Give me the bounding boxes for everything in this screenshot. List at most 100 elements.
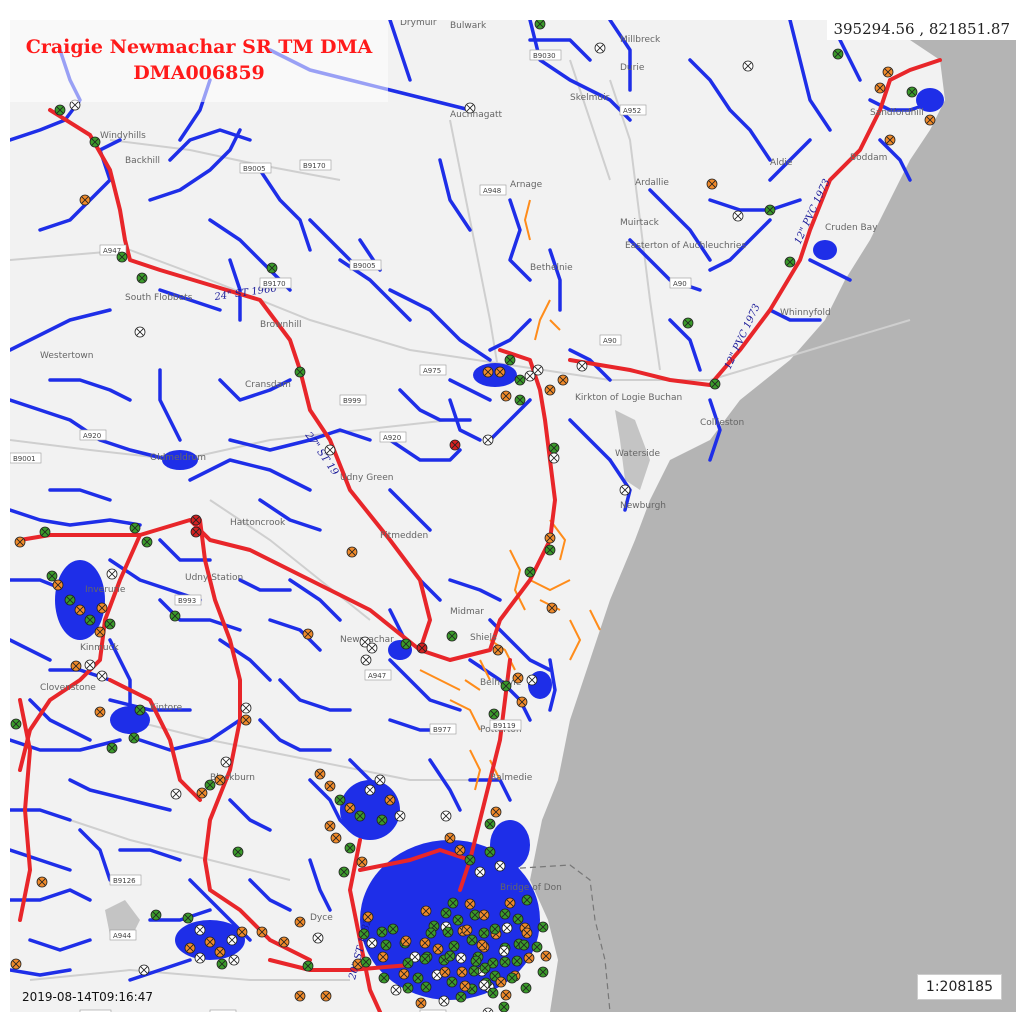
valve-green[interactable] [116,251,128,263]
valve-green[interactable] [141,536,153,548]
valve-orange[interactable] [512,672,524,684]
valve-orange[interactable] [544,532,556,544]
valve-white[interactable] [134,326,146,338]
valve-green[interactable] [537,966,549,978]
valve-green[interactable] [520,982,532,994]
valve-green[interactable] [232,846,244,858]
valve-orange[interactable] [324,820,336,832]
valve-green[interactable] [470,955,482,967]
valve-green[interactable] [444,950,456,962]
valve-green[interactable] [446,976,458,988]
valve-green[interactable] [504,354,516,366]
valve-orange[interactable] [96,602,108,614]
valve-orange[interactable] [482,366,494,378]
valve-orange[interactable] [706,178,718,190]
valve-green[interactable] [412,972,424,984]
valve-white[interactable] [742,60,754,72]
valve-white[interactable] [240,702,252,714]
valve-green[interactable] [294,366,306,378]
valve-orange[interactable] [352,958,364,970]
valve-white[interactable] [220,756,232,768]
valve-green[interactable] [182,912,194,924]
valve-orange[interactable] [330,832,342,844]
valve-orange[interactable] [494,366,506,378]
valve-green[interactable] [442,926,454,938]
valve-green[interactable] [419,953,431,965]
valve-green[interactable] [464,854,476,866]
valve-orange[interactable] [464,898,476,910]
valve-green[interactable] [487,957,499,969]
valve-orange[interactable] [523,952,535,964]
valve-green[interactable] [169,610,181,622]
valve-white[interactable] [576,360,588,372]
valve-green[interactable] [478,927,490,939]
valve-white[interactable] [394,810,406,822]
valve-green[interactable] [479,962,491,974]
valve-green[interactable] [448,940,460,952]
valve-green[interactable] [487,987,499,999]
valve-orange[interactable] [884,134,896,146]
valve-orange[interactable] [461,924,473,936]
valve-orange[interactable] [79,194,91,206]
valve-green[interactable] [466,934,478,946]
valve-orange[interactable] [490,806,502,818]
valve-orange[interactable] [320,990,332,1002]
valve-red[interactable] [190,526,202,538]
valve-green[interactable] [54,104,66,116]
valve-green[interactable] [488,708,500,720]
valve-white[interactable] [324,444,336,456]
valve-orange[interactable] [74,604,86,616]
valve-orange[interactable] [10,958,22,970]
valve-orange[interactable] [314,768,326,780]
valve-green[interactable] [534,20,546,30]
valve-orange[interactable] [356,856,368,868]
valve-white[interactable] [366,642,378,654]
valve-white[interactable] [482,1007,494,1012]
valve-orange[interactable] [500,390,512,402]
valve-green[interactable] [784,256,796,268]
valve-orange[interactable] [432,943,444,955]
valve-green[interactable] [216,958,228,970]
valve-red[interactable] [416,642,428,654]
valve-white[interactable] [548,452,560,464]
valve-orange[interactable] [346,546,358,558]
valve-orange[interactable] [184,942,196,954]
valve-green[interactable] [514,374,526,386]
valve-orange[interactable] [214,774,226,786]
valve-green[interactable] [106,742,118,754]
valve-red[interactable] [190,514,202,526]
valve-orange[interactable] [439,966,451,978]
valve-orange[interactable] [444,832,456,844]
valve-green[interactable] [498,1001,510,1012]
valve-orange[interactable] [362,911,374,923]
valve-green[interactable] [511,955,523,967]
valve-orange[interactable] [540,950,552,962]
valve-green[interactable] [484,818,496,830]
valve-orange[interactable] [544,384,556,396]
valve-green[interactable] [709,378,721,390]
valve-orange[interactable] [456,966,468,978]
valve-orange[interactable] [504,897,516,909]
valve-green[interactable] [150,909,162,921]
valve-orange[interactable] [240,714,252,726]
valve-green[interactable] [358,928,370,940]
valve-orange[interactable] [500,989,512,1001]
valve-green[interactable] [446,630,458,642]
valve-green[interactable] [39,526,51,538]
valve-orange[interactable] [294,916,306,928]
valve-white[interactable] [312,932,324,944]
valve-green[interactable] [906,86,918,98]
valve-orange[interactable] [398,968,410,980]
valve-green[interactable] [360,956,372,968]
valve-green[interactable] [484,846,496,858]
valve-white[interactable] [594,42,606,54]
valve-white[interactable] [390,984,402,996]
map-canvas[interactable]: 24" ST 1966 27" ST 19 12" PVC 1973 12" P… [10,20,1016,1012]
valve-green[interactable] [266,262,278,274]
valve-white[interactable] [732,210,744,222]
valve-green[interactable] [10,718,22,730]
valve-orange[interactable] [52,579,64,591]
valve-white[interactable] [194,924,206,936]
valve-white[interactable] [226,934,238,946]
valve-red[interactable] [449,439,461,451]
